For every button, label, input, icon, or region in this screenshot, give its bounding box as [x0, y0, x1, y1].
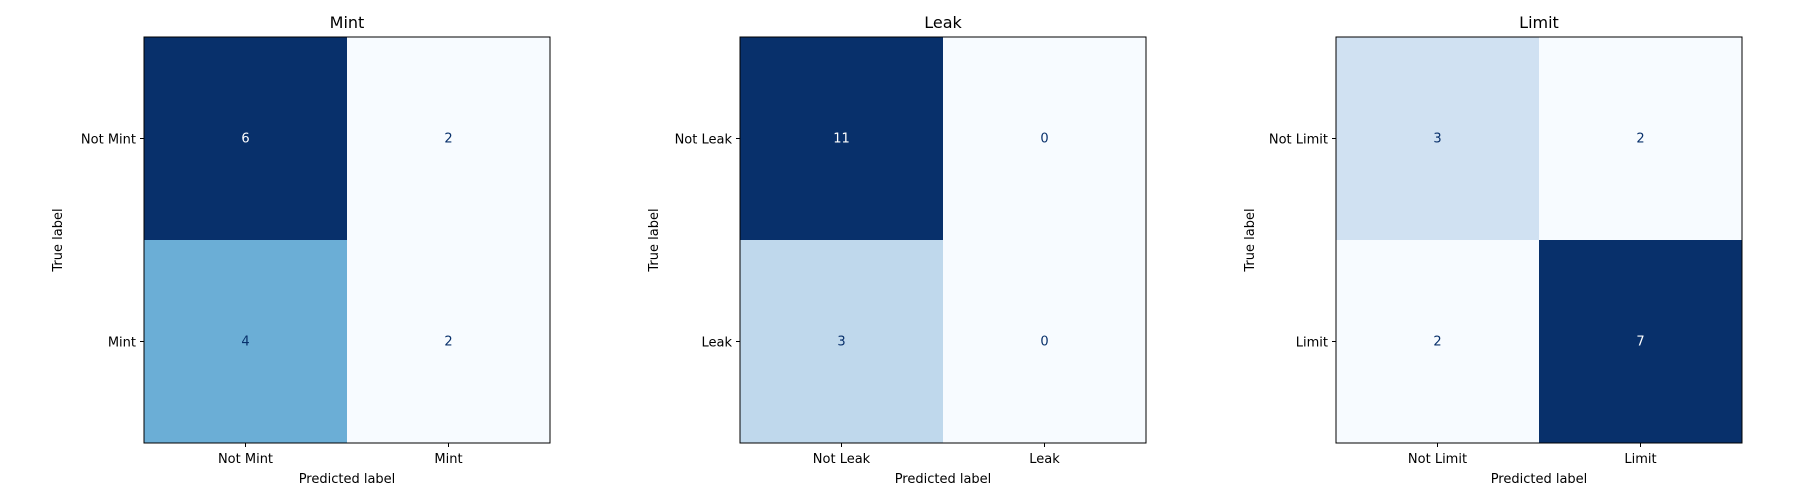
confusion-matrix-panel-2: 3 2 2 7 Limit Not Limit Limit Not Limit Limit Pre…: [1243, 13, 1743, 487]
confusion-matrix-panel-1: 11 0 3 0 Leak Not Leak Leak Not Leak Leak Predict…: [647, 13, 1147, 487]
cell-value-label: 7: [1636, 335, 1644, 350]
y-axis-label: True label: [647, 208, 662, 272]
chart-title: Mint: [330, 13, 365, 32]
cell-value-label: 2: [444, 335, 452, 350]
x-tick-label: Mint: [434, 452, 462, 467]
cell-value-label: 6: [241, 132, 249, 147]
axes-frame: [1335, 36, 1743, 444]
y-axis-label: True label: [1243, 208, 1258, 272]
matrix-cell: [1336, 240, 1539, 443]
matrix-cell: [1539, 37, 1742, 240]
cell-value-label: 2: [1433, 335, 1441, 350]
y-tick-label: Not Leak: [675, 133, 733, 148]
y-axis-label: True label: [51, 208, 66, 272]
matrix-cell: [1539, 240, 1742, 443]
cell-value-label: 2: [1636, 132, 1644, 147]
cell-value-label: 0: [1040, 132, 1048, 147]
x-axis-label: Predicted label: [895, 472, 992, 487]
chart-title: Limit: [1519, 13, 1559, 32]
y-tick-label: Not Mint: [81, 133, 136, 148]
cell-value-label: 2: [444, 132, 452, 147]
axes-frame: [739, 36, 1147, 444]
x-tick-label: Not Limit: [1408, 452, 1467, 467]
y-tick-label: Limit: [1296, 336, 1328, 351]
chart-title: Leak: [924, 13, 962, 32]
matrix-cell: [144, 240, 347, 443]
x-tick-label: Not Leak: [813, 452, 871, 467]
cell-value-label: 3: [1433, 132, 1441, 147]
confusion-matrix-panel-0: 6 2 4 2 Mint Not Mint Mint Not Mint Mint Predicte…: [51, 13, 551, 487]
matrix-cell: [347, 37, 550, 240]
y-tick-label: Mint: [108, 336, 136, 351]
cell-value-label: 0: [1040, 335, 1048, 350]
matrix-cell: [1336, 37, 1539, 240]
cell-value-label: 3: [837, 335, 845, 350]
matrix-cell: [740, 37, 943, 240]
axes-frame: [143, 36, 551, 444]
x-tick-label: Not Mint: [218, 452, 273, 467]
y-tick-label: Leak: [701, 336, 732, 351]
y-tick-label: Not Limit: [1269, 133, 1328, 148]
matrix-cell: [740, 240, 943, 443]
x-tick-label: Limit: [1624, 452, 1656, 467]
matrix-cell: [943, 37, 1146, 240]
x-tick-label: Leak: [1029, 452, 1060, 467]
matrix-cell: [943, 240, 1146, 443]
cell-value-label: 11: [833, 132, 850, 147]
matrix-cell: [144, 37, 347, 240]
x-axis-label: Predicted label: [1491, 472, 1588, 487]
cell-value-label: 4: [241, 335, 249, 350]
matrix-cell: [347, 240, 550, 443]
x-axis-label: Predicted label: [299, 472, 396, 487]
